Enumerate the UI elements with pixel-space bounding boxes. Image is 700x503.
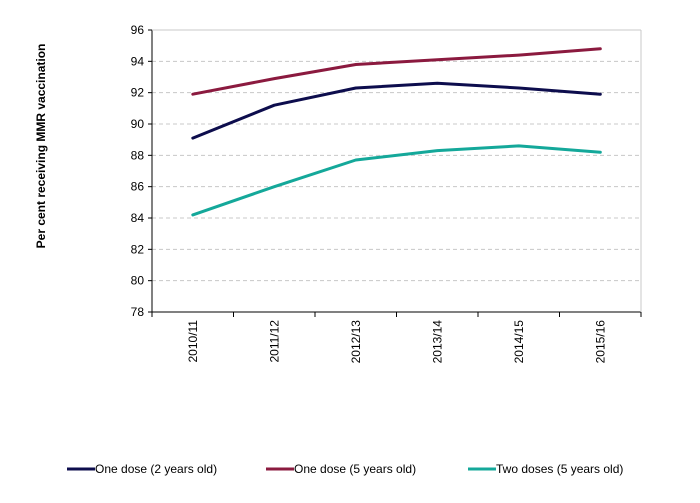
x-tick-label: 2012/13	[349, 320, 363, 364]
x-tick-label: 2015/16	[593, 320, 607, 364]
y-tick-label: 86	[131, 180, 145, 194]
x-tick-label: 2013/14	[430, 320, 444, 364]
legend: One dose (2 years old) One dose (5 years …	[67, 462, 623, 476]
y-axis-title: Per cent receiving MMR vaccination	[34, 44, 48, 249]
y-tick-label: 90	[131, 117, 145, 131]
y-tick-labels: 78 80 82 84 86 88 90 92 94 96	[131, 23, 145, 319]
y-tick-label: 94	[131, 54, 145, 68]
axes	[148, 29, 642, 317]
x-tick-label: 2010/11	[186, 320, 200, 363]
legend-label-3: Two doses (5 years old)	[496, 462, 623, 476]
series-lines	[191, 47, 602, 217]
x-tick-label: 2014/15	[512, 320, 526, 364]
x-tick-label: 2011/12	[267, 320, 281, 363]
y-tick-label: 80	[131, 274, 145, 288]
series-line-1	[191, 81, 602, 140]
legend-label-2: One dose (5 years old)	[294, 462, 416, 476]
y-tick-label: 96	[131, 23, 145, 37]
y-tick-label: 92	[131, 86, 145, 100]
series-line-3	[191, 144, 602, 217]
legend-label-1: One dose (2 years old)	[95, 462, 217, 476]
y-tick-label: 88	[131, 148, 145, 162]
x-tick-labels: 2010/11 2011/12 2012/13 2013/14 2014/15 2015/…	[186, 320, 608, 364]
y-tick-label: 84	[131, 211, 145, 225]
y-tick-label: 82	[131, 242, 145, 256]
series-line-2	[191, 47, 602, 96]
y-tick-label: 78	[131, 305, 145, 319]
